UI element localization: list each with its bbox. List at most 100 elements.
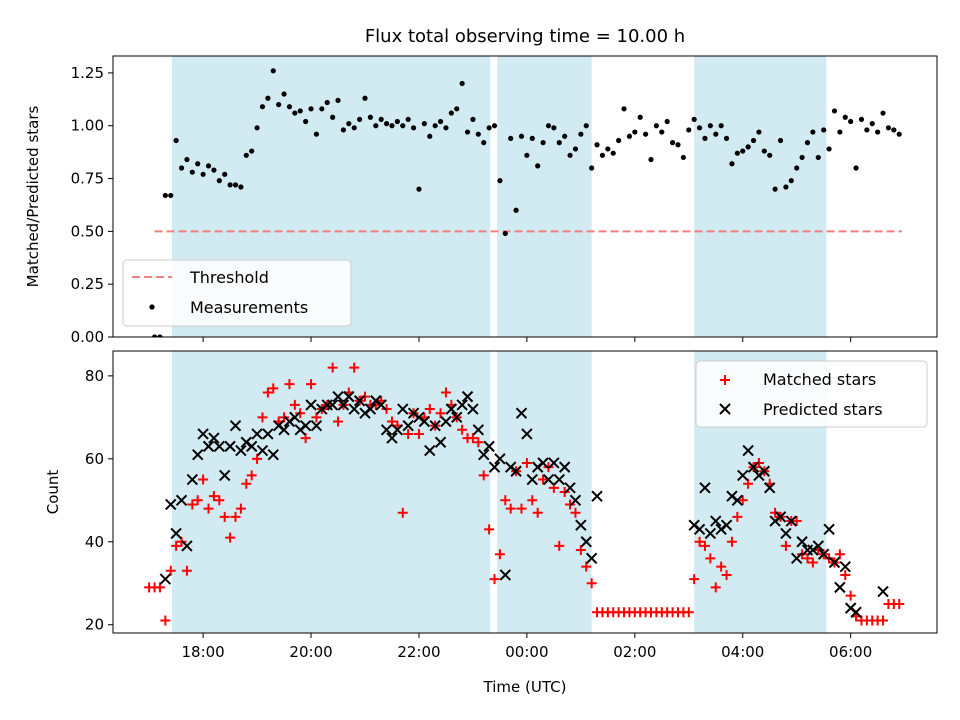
matched-point [834,549,845,560]
data-point [545,123,552,129]
data-point [205,163,212,169]
legend-matched-label: Matched stars [763,370,876,389]
data-point [162,192,168,199]
matched-point [311,412,322,423]
matched-point [699,540,710,551]
x-tick-label: 20:00 [289,643,332,661]
data-point [831,108,838,114]
data-point [702,135,708,141]
data-point [804,140,811,146]
predicted-point [224,440,236,453]
matched-point [554,540,565,551]
data-point [583,123,589,129]
data-point [513,207,519,213]
data-point [508,135,514,141]
x-tick-label: 02:00 [613,643,656,661]
matched-point [548,482,559,493]
data-point [729,161,735,167]
data-point [853,165,859,171]
predicted-point [817,548,830,560]
data-point [783,184,789,190]
matched-point [160,615,171,626]
y-tick-label: 20 [85,616,104,634]
predicted-point [262,428,274,440]
predicted-point [537,457,549,469]
predicted-point [299,419,312,432]
predicted-point [742,444,754,457]
data-point [723,135,730,141]
matched-point [532,507,543,518]
data-point [200,171,206,177]
matched-point [581,561,592,572]
matched-point [203,503,214,514]
data-point [303,118,309,125]
legend-predicted-label: Predicted stars [763,400,883,419]
predicted-point [186,473,199,486]
predicted-point [456,399,468,411]
data-point [281,91,287,97]
predicted-point [521,428,533,440]
axes-frame [112,350,938,634]
data-point [621,106,627,112]
data-point [464,129,471,135]
data-point [610,150,616,156]
series-1 [159,390,889,618]
legend-measurements-swatch [149,304,155,310]
data-point [535,163,541,169]
data-point [637,114,643,120]
data-point [421,121,427,127]
predicted-point [192,448,204,461]
matched-point [878,615,889,626]
data-point [373,123,379,129]
data-point [319,106,325,112]
data-point [756,129,762,135]
predicted-point [774,511,787,523]
legend-matched-swatch [720,375,730,385]
data-point [524,152,530,158]
y-tick-label: 1.00 [71,117,104,135]
legend-measurements-label: Measurements [190,298,308,317]
data-point [437,118,444,125]
predicted-point [553,473,565,486]
predicted-point [289,411,301,424]
data-point [330,114,336,120]
data-point [599,152,606,158]
data-point [227,182,233,188]
data-point [772,186,778,192]
data-point [400,123,406,129]
predicted-point [332,390,344,403]
data-point [475,131,481,137]
top-panel: 0.00 0.25 0.50 0.75 1.00 1.25 Matched/Predicte… [24,55,938,346]
data-point [313,131,320,137]
matched-point [521,457,532,468]
predicted-point [850,606,862,618]
matched-point [246,470,257,481]
data-point [837,129,843,135]
predicted-point [218,469,231,482]
x-tick-label: 18:00 [181,643,224,661]
data-point [858,116,865,122]
data-point [589,165,595,171]
data-point [454,106,460,112]
predicted-point [424,444,436,457]
predicted-point [175,494,188,507]
matched-point [208,491,219,502]
matched-point [494,549,505,560]
matched-point [300,433,311,444]
predicted-point [699,482,711,494]
data-point [664,118,670,125]
predicted-point [159,573,172,585]
predicted-point [478,448,490,461]
matched-point [575,545,586,556]
matched-point [489,574,500,585]
data-point [572,146,579,152]
matched-point [225,532,236,543]
matched-point [181,565,192,576]
predicted-point [402,419,414,432]
data-point [648,156,654,163]
predicted-point [569,494,582,507]
predicted-point [796,536,808,548]
predicted-point [693,523,706,536]
data-point [324,99,330,106]
data-point [243,152,249,158]
